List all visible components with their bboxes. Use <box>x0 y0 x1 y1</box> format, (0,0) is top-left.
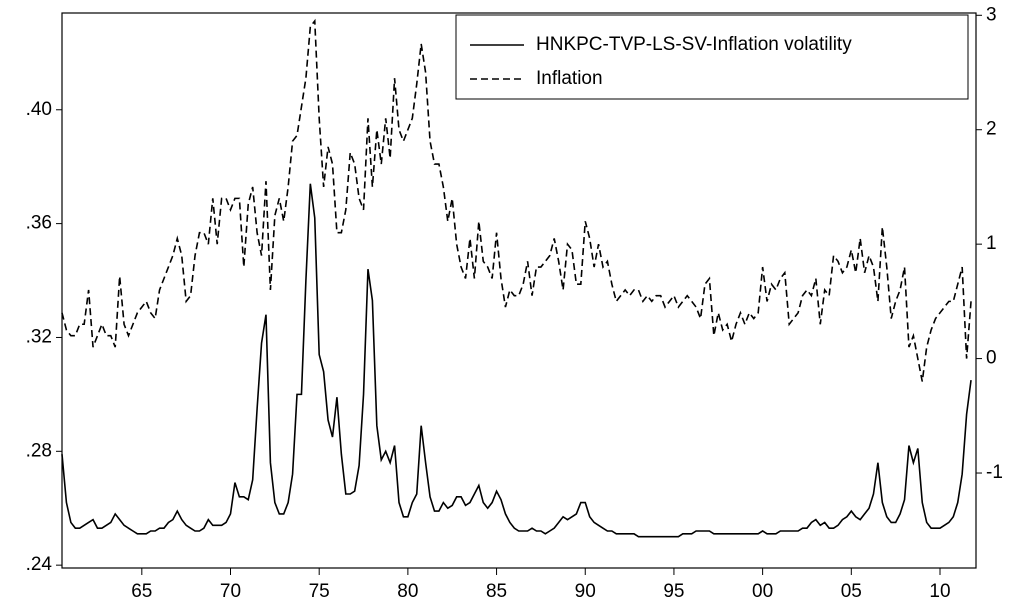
x-tick-label: 05 <box>841 581 862 602</box>
x-tick-label: 70 <box>220 581 241 602</box>
series-line <box>61 183 972 538</box>
y2-tick-label: 2 <box>986 119 997 140</box>
x-tick-label: 80 <box>397 581 418 602</box>
x-tick-label: 00 <box>752 581 773 602</box>
legend-label: Inflation <box>536 68 603 89</box>
x-tick-label: 85 <box>486 581 507 602</box>
x-tick-label: 90 <box>575 581 596 602</box>
y2-tick-label: 1 <box>986 233 997 254</box>
legend-label: HNKPC-TVP-LS-SV-Inflation volatility <box>536 34 852 55</box>
y2-tick-label: 0 <box>986 348 997 369</box>
y-tick-label: .32 <box>26 326 52 347</box>
x-tick-label: 95 <box>663 581 684 602</box>
y-tick-label: .28 <box>26 440 52 461</box>
y-tick-label: .24 <box>26 554 53 575</box>
y2-tick-label: -1 <box>986 462 1003 483</box>
x-tick-label: 65 <box>131 581 152 602</box>
y-tick-label: .40 <box>26 99 52 120</box>
y-tick-label: .36 <box>26 213 52 234</box>
plot-frame <box>61 12 977 569</box>
series-line <box>61 18 972 382</box>
x-tick-label: 10 <box>929 581 950 602</box>
y2-tick-label: 3 <box>986 4 997 25</box>
x-tick-label: 75 <box>309 581 330 602</box>
legend-box <box>455 14 969 100</box>
